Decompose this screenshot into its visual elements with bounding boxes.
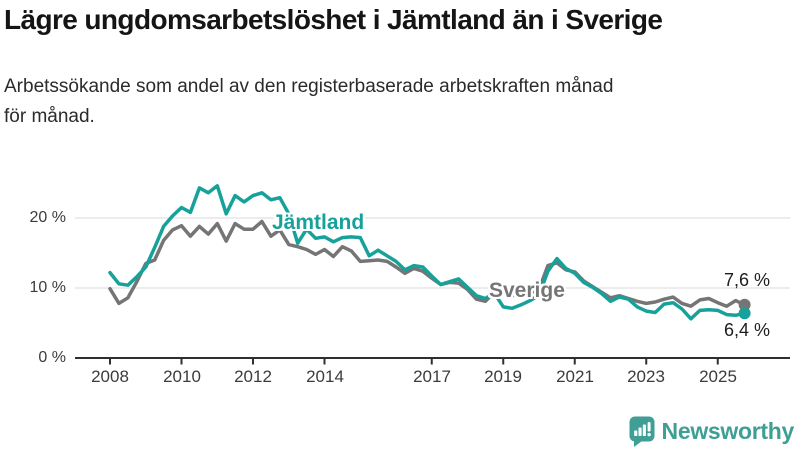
x-axis-tick-2021: 2021 [556,367,594,386]
newsworthy-icon [629,416,655,447]
series-endpoint-sverige [738,298,751,311]
y-axis-tick-0: 0 % [38,349,66,366]
newsworthy-logo: Newsworthy [629,415,794,447]
y-axis-tick-20: 20 % [29,209,66,226]
series-label-jamtland: Jämtland [272,211,365,234]
x-axis-tick-2019: 2019 [484,367,522,386]
series-line-jamtland [108,184,747,321]
end-value-label-jamtland: 6,4 % [723,320,770,340]
series-endpoint-jamtland [738,307,751,320]
chart-subtitle-line-2: för månad. [4,106,95,127]
x-axis-tick-2023: 2023 [627,367,665,386]
x-axis-tick-2010: 2010 [163,367,201,386]
x-axis-tick-2014: 2014 [306,367,344,386]
chart-title: Lägre ungdomsarbetslöshet i Jämtland än … [4,4,663,35]
x-axis-tick-2008: 2008 [91,367,129,386]
series-label-sverige: Sverige [489,279,565,302]
x-axis-tick-2017: 2017 [413,367,451,386]
x-axis-tick-2025: 2025 [699,367,737,386]
chart-subtitle: Arbetssökande som andel av den registerb… [4,72,764,132]
y-axis-tick-10: 10 % [29,279,66,296]
series-line-sverige [108,219,747,308]
end-value-label-sverige: 7,6 % [723,270,770,290]
x-axis-tick-2012: 2012 [234,367,272,386]
chart-subtitle-line-1: Arbetssökande som andel av den registerb… [4,76,614,97]
newsworthy-brand-name: Newsworthy [661,417,795,444]
